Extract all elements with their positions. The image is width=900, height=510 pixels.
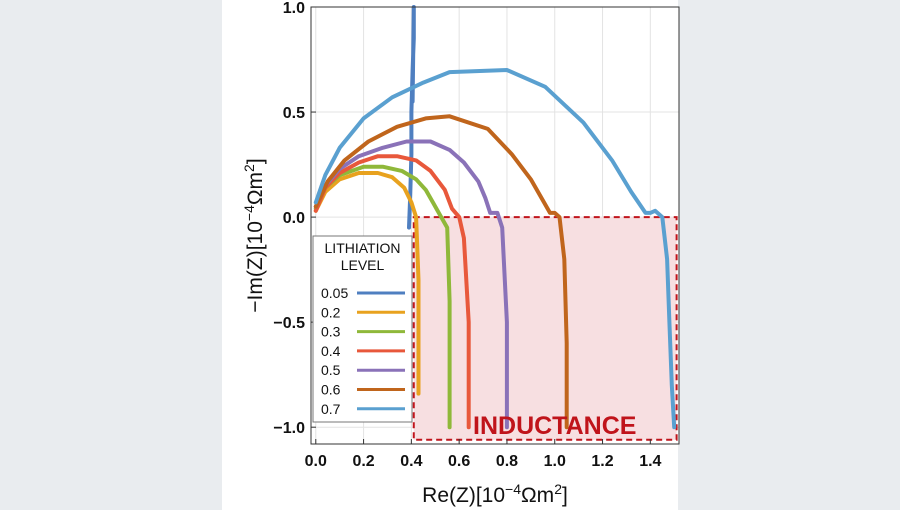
inductance-label: INDUCTANCE (473, 412, 636, 440)
series-line-0.2 (313, 171, 421, 396)
legend-title-line2: LEVEL (341, 257, 385, 273)
y-tick-label-2: 0.0 (283, 210, 305, 227)
y-tick-label-1: 0.5 (283, 105, 305, 122)
y-tick-label-4: −1.0 (273, 420, 305, 437)
legend-label-0.3: 0.3 (321, 324, 341, 340)
series-line-0.6 (313, 114, 569, 430)
series-line-0.05 (407, 5, 416, 230)
series-line-0.5 (313, 139, 509, 430)
inductance-region-layer (412, 216, 678, 441)
plot-frame (310, 6, 680, 445)
y-tick-label-0: 1.0 (283, 0, 305, 17)
inductance-region (412, 216, 678, 441)
x-tick-label-6: 1.2 (591, 453, 613, 470)
legend-label-0.6: 0.6 (321, 382, 341, 398)
legend-label-0.05: 0.05 (321, 285, 348, 301)
legend-label-0.4: 0.4 (321, 343, 341, 359)
series-line-0.4 (313, 154, 471, 430)
x-tick-label-7: 1.4 (639, 453, 661, 470)
y-axis-label: −Im(Z)[10−4Ωm2] (241, 158, 267, 312)
legend-label-0.5: 0.5 (321, 362, 341, 378)
x-tick-label-5: 1.0 (544, 453, 566, 470)
legend-label-0.2: 0.2 (321, 304, 341, 320)
series-line-0.7 (313, 68, 677, 430)
series-layer (313, 5, 677, 430)
legend-label-0.7: 0.7 (321, 401, 341, 417)
ticks-layer: 0.0 0.2 0.4 0.6 0.8 1.0 1.2 1.4 1.0 0.5 0.0 −0.5 −1.… (273, 0, 661, 470)
x-tick-label-3: 0.6 (448, 453, 470, 470)
x-tick-label-4: 0.8 (496, 453, 518, 470)
x-axis-label: Re(Z)[10−4Ωm2] (422, 481, 568, 507)
x-tick-label-2: 0.4 (400, 453, 422, 470)
x-tick-label-0: 0.0 (305, 453, 327, 470)
x-tick-label-1: 0.2 (352, 453, 374, 470)
legend-title-line1: LITHIATION (325, 240, 401, 256)
y-tick-label-3: −0.5 (273, 315, 305, 332)
